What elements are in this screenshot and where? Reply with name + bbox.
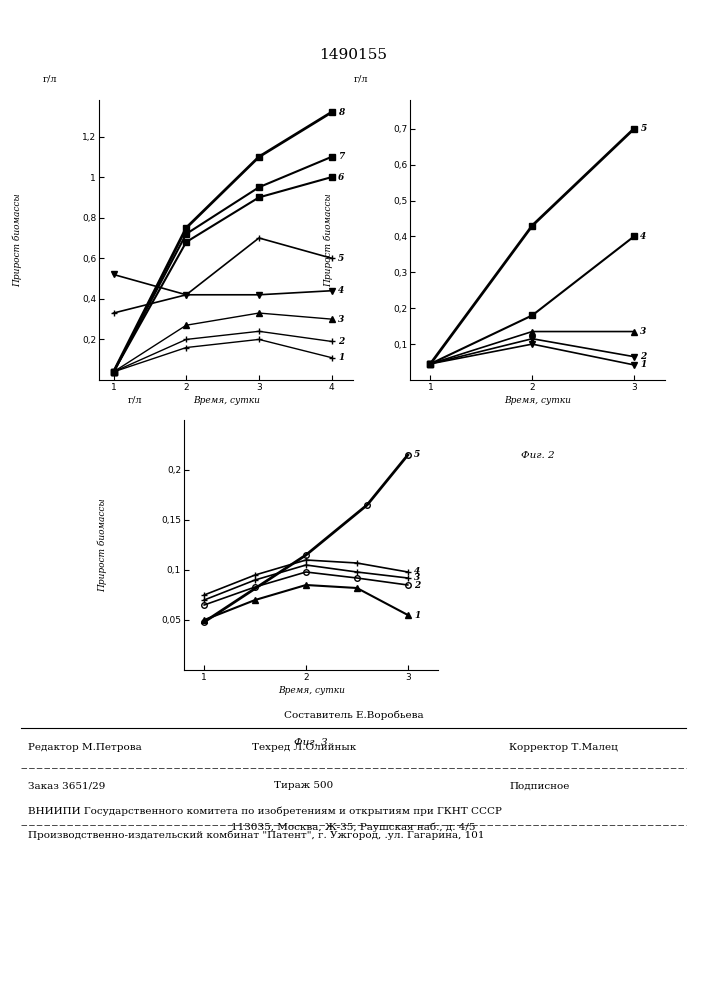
Text: г/л: г/л <box>354 74 368 83</box>
Text: Прирост биомассы: Прирост биомассы <box>98 498 107 592</box>
Text: Подписное: Подписное <box>509 782 569 790</box>
Text: Производственно-издательский комбинат "Патент", г. Ужгород, .ул. Гагарина, 101: Производственно-издательский комбинат "П… <box>28 830 485 840</box>
Text: 4: 4 <box>641 232 647 241</box>
Text: Тираж 500: Тираж 500 <box>274 782 334 790</box>
Text: 1: 1 <box>338 353 344 362</box>
X-axis label: Время, сутки: Время, сутки <box>504 396 571 405</box>
Text: 5: 5 <box>641 124 647 133</box>
Text: 6: 6 <box>338 173 344 182</box>
Text: Редактор М.Петрова: Редактор М.Петрова <box>28 744 142 752</box>
Text: 5: 5 <box>414 450 421 459</box>
X-axis label: Время, сутки: Время, сутки <box>193 396 259 405</box>
Text: 2: 2 <box>338 337 344 346</box>
Text: Корректор Т.Малец: Корректор Т.Малец <box>509 744 618 752</box>
Text: Заказ 3651/29: Заказ 3651/29 <box>28 782 105 790</box>
Text: Фиг. 3: Фиг. 3 <box>294 738 328 747</box>
Text: ВНИИПИ Государственного комитета по изобретениям и открытиям при ГКНТ СССР: ВНИИПИ Государственного комитета по изоб… <box>28 806 502 816</box>
Text: 3: 3 <box>338 315 344 324</box>
Text: Техред Л.Олийнык: Техред Л.Олийнык <box>252 744 356 752</box>
Text: 8: 8 <box>338 108 344 117</box>
Text: 1: 1 <box>414 610 421 619</box>
Text: 3: 3 <box>414 573 421 582</box>
Text: 2: 2 <box>414 580 421 589</box>
Text: 1: 1 <box>641 360 647 369</box>
X-axis label: Время, сутки: Время, сутки <box>278 686 344 695</box>
Text: г/л: г/л <box>43 74 57 83</box>
Text: 7: 7 <box>338 152 344 161</box>
Text: Составитель Е.Воробьева: Составитель Е.Воробьева <box>284 710 423 720</box>
Text: 4: 4 <box>338 286 344 295</box>
Text: г/л: г/л <box>128 396 142 405</box>
Text: Фиг. 2: Фиг. 2 <box>520 451 554 460</box>
Text: 4: 4 <box>414 567 421 576</box>
Text: Прирост биомассы: Прирост биомассы <box>13 193 23 287</box>
Text: 113035, Москва, Ж-35, Раушская наб., д. 4/5: 113035, Москва, Ж-35, Раушская наб., д. … <box>231 823 476 832</box>
Text: Прирост биомассы: Прирост биомассы <box>324 193 334 287</box>
Text: 5: 5 <box>338 254 344 263</box>
Text: 1490155: 1490155 <box>320 48 387 62</box>
Text: Фиг. 1: Фиг. 1 <box>209 451 243 460</box>
Text: 2: 2 <box>641 352 647 361</box>
Text: 3: 3 <box>641 327 647 336</box>
